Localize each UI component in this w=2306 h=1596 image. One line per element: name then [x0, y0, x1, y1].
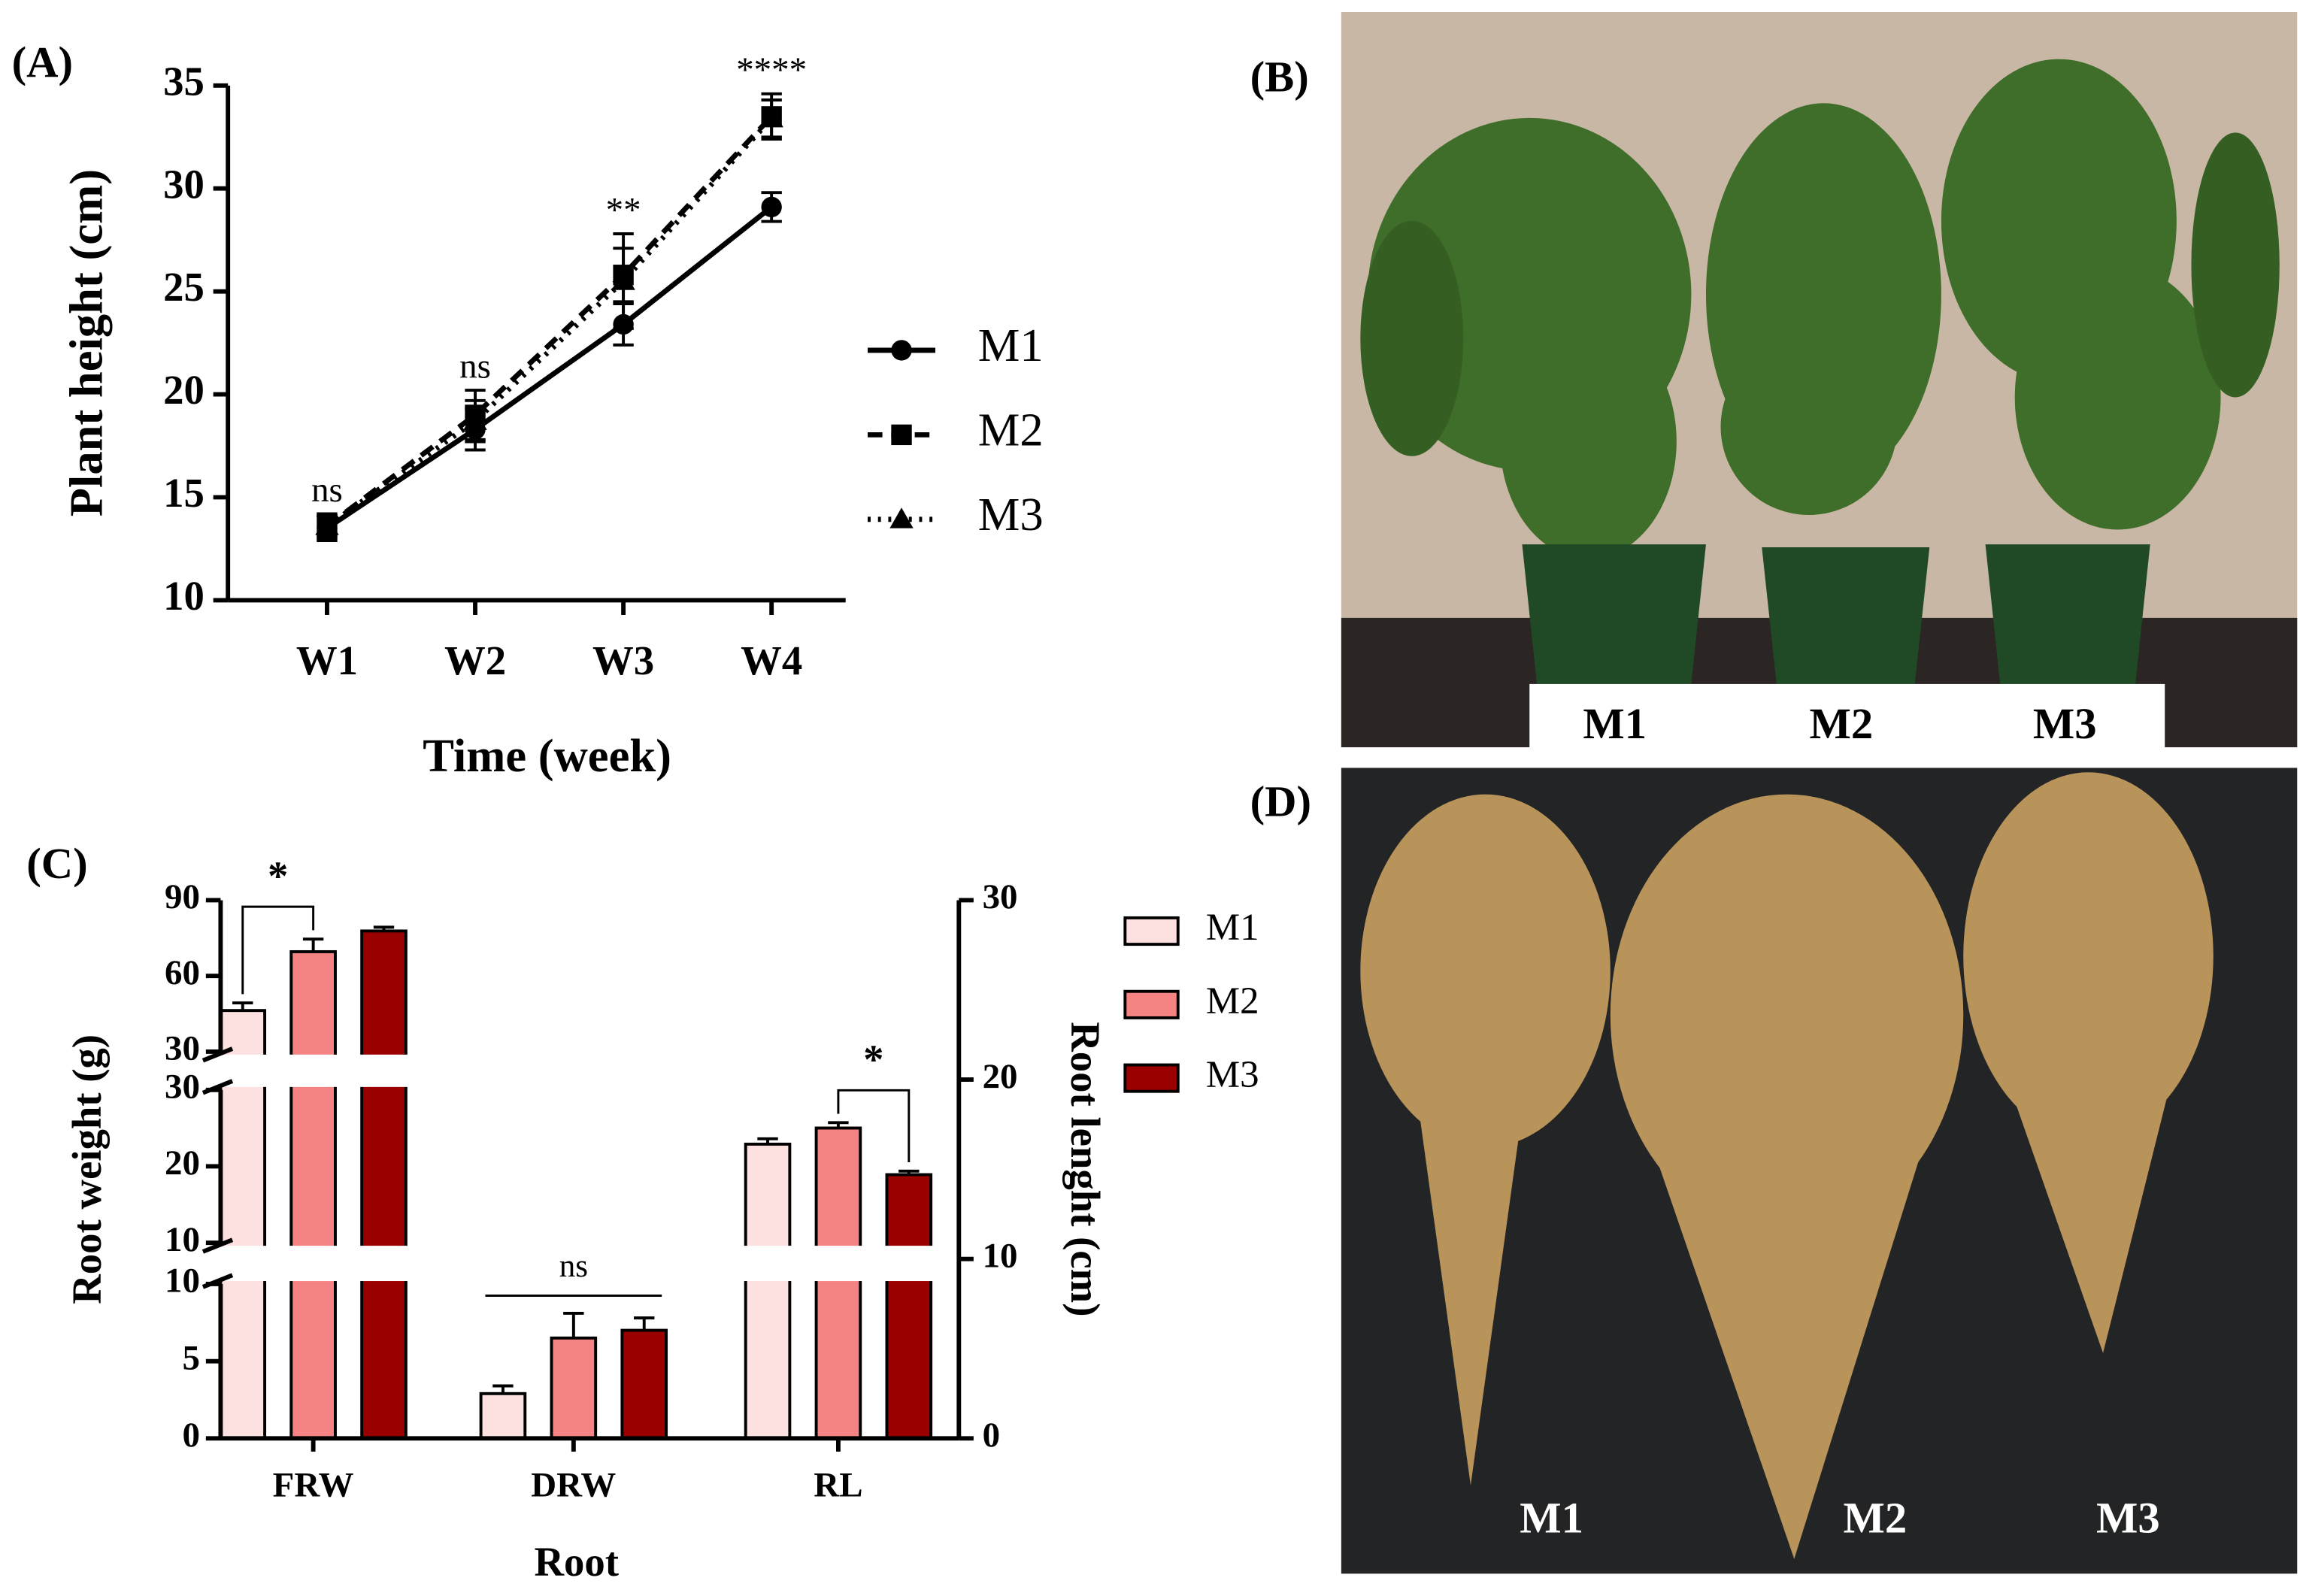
bar	[360, 929, 408, 1440]
y-tick-label: 10	[165, 1261, 200, 1301]
photo-leaves	[1360, 59, 2280, 559]
error-bar	[898, 1169, 920, 1175]
significance: *	[863, 1037, 883, 1083]
significance: ns	[459, 347, 491, 386]
error-bar	[302, 937, 324, 952]
y2-tick-label: 20	[983, 1057, 1018, 1096]
y-axis-title: Plant height (cm)	[60, 169, 113, 516]
y-tick-label: 20	[165, 1143, 200, 1183]
significance-bracket	[837, 1089, 911, 1163]
photo-plants: (B) M1 M2 M3	[1250, 12, 2298, 765]
bar	[550, 1336, 598, 1440]
legend-label: M3	[978, 488, 1044, 541]
x-tick-label: W4	[741, 637, 802, 683]
photo-label: M3	[2096, 1493, 2160, 1542]
panel-label: (A)	[12, 38, 73, 86]
bar	[814, 1126, 862, 1440]
x-tick-label: W1	[296, 637, 358, 683]
marker	[761, 196, 782, 218]
series-line	[325, 114, 774, 528]
legend-label: M1	[1206, 906, 1259, 948]
legend-swatch	[1123, 916, 1180, 946]
y-tick-label: 30	[165, 1029, 200, 1068]
significance: ns	[311, 471, 343, 510]
error-bar	[563, 1312, 584, 1338]
x-tick-label: W2	[444, 637, 506, 683]
photo-roots: (D) M1 M2 M3	[1250, 768, 2298, 1574]
photo-label: M2	[1810, 699, 1874, 748]
y-tick-label: 15	[163, 470, 205, 516]
photo-root-balls	[1360, 772, 2214, 1559]
y-tick-label: 60	[165, 953, 200, 992]
error-bar	[634, 1316, 655, 1331]
legend-swatch	[1123, 1063, 1180, 1093]
x-tick-label: FRW	[273, 1466, 354, 1505]
photo-label: M1	[1520, 1493, 1583, 1542]
significance-bracket	[241, 905, 315, 995]
x-tick-label: DRW	[531, 1466, 616, 1505]
marker	[463, 409, 487, 430]
x-axis-title: Time (week)	[423, 729, 671, 782]
break-mark	[202, 1237, 234, 1254]
marker	[611, 269, 635, 290]
photo-pots	[1522, 544, 2150, 684]
photo-label: M1	[1583, 699, 1647, 748]
marker	[759, 106, 783, 128]
error-bar	[232, 1001, 253, 1011]
significance: ****	[736, 50, 807, 89]
bar	[479, 1392, 527, 1440]
axis-break	[200, 1246, 941, 1282]
significance: **	[606, 190, 641, 229]
photo-label: M3	[2033, 699, 2097, 748]
photo-caption-strip	[1529, 683, 2165, 765]
x-axis-title: Root	[534, 1539, 619, 1585]
y2-axis-title: Root lenght (cm)	[1062, 1022, 1108, 1316]
y2-tick-label: 0	[983, 1416, 1000, 1455]
error-bar	[757, 1137, 778, 1144]
bar	[289, 949, 337, 1440]
bar	[744, 1143, 792, 1440]
marker	[889, 507, 914, 528]
error-bar	[828, 1121, 849, 1128]
x-tick-label: RL	[814, 1466, 862, 1505]
x-tick-label: W3	[592, 637, 654, 683]
marker	[315, 514, 339, 535]
y-tick-label: 10	[163, 573, 205, 619]
y-tick-label: 90	[165, 877, 200, 916]
y2-tick-label: 10	[983, 1236, 1018, 1275]
marker	[891, 424, 912, 446]
panel-label: (B)	[1250, 52, 1309, 101]
y-tick-label: 25	[163, 264, 205, 310]
y-axis-title: Root weight (g)	[64, 1034, 110, 1304]
break-mark	[202, 1046, 234, 1063]
y-tick-label: 10	[165, 1220, 200, 1259]
significance: ns	[559, 1249, 588, 1284]
legend-label: M2	[1206, 980, 1259, 1022]
y-tick-label: 0	[183, 1416, 200, 1455]
legend-label: M3	[1206, 1053, 1259, 1095]
y-tick-label: 30	[163, 161, 205, 207]
significance: *	[268, 853, 288, 898]
series-line	[326, 204, 774, 531]
legend-label: M1	[978, 319, 1044, 371]
y-tick-label: 35	[163, 58, 205, 104]
error-bar	[492, 1384, 514, 1394]
panel-label: (C)	[26, 839, 87, 888]
legend-swatch	[1123, 989, 1180, 1019]
marker	[891, 340, 912, 361]
bar	[885, 1173, 933, 1440]
legend-label: M2	[978, 404, 1044, 456]
y2-tick-label: 30	[983, 877, 1018, 916]
panel-label: (D)	[1250, 777, 1311, 826]
y-tick-label: 30	[165, 1068, 200, 1107]
y-tick-label: 20	[163, 367, 205, 413]
axis-break	[200, 1054, 941, 1087]
photo-label: M2	[1844, 1493, 1908, 1542]
series-line	[325, 117, 774, 528]
y-tick-label: 5	[183, 1338, 200, 1377]
error-bar	[373, 925, 395, 931]
bar	[620, 1328, 668, 1440]
